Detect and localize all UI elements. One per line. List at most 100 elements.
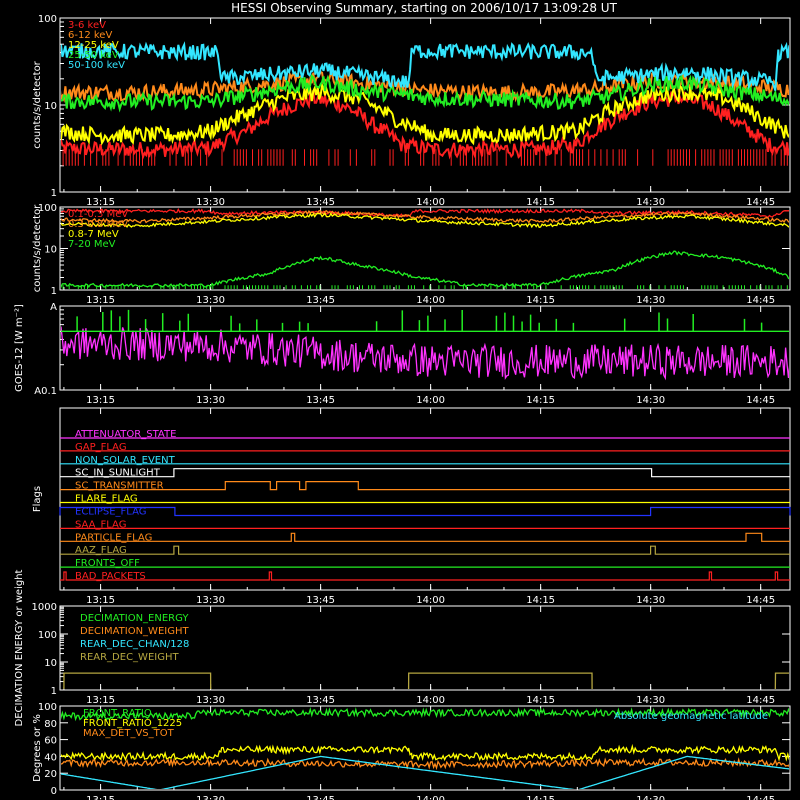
goes-xtick-label: 14:45 bbox=[746, 395, 775, 406]
lo-energy-xtick-label: 13:15 bbox=[86, 197, 115, 208]
geo-panel: 13:15 13:30 13:45 14:00 14:15 14:30 14:45 Degre… bbox=[32, 702, 791, 800]
flags-xtick-label: 14:00 bbox=[416, 595, 445, 606]
hi-energy-legend-0: 0.1-0.3 MeV bbox=[68, 209, 128, 220]
figure-title: HESSI Observing Summary, starting on 200… bbox=[231, 1, 617, 15]
decimation-ytick-label: 10 bbox=[44, 658, 57, 669]
goes-xtick-label: 13:30 bbox=[196, 395, 225, 406]
flag-label-11: BAD_PACKETS bbox=[75, 571, 146, 582]
goes-long-spikes bbox=[76, 309, 763, 332]
geo-xtick-label: 14:15 bbox=[526, 795, 555, 800]
geo-xtick-label: 14:45 bbox=[746, 795, 775, 800]
flag-label-1: GAP_FLAG bbox=[75, 442, 127, 453]
lo-energy-ytick-label: 1 bbox=[51, 188, 57, 199]
lo-energy-series-4 bbox=[61, 41, 789, 91]
flags-xtick-label: 13:30 bbox=[196, 595, 225, 606]
flags-frame bbox=[59, 407, 791, 591]
hi-energy-series-3 bbox=[61, 250, 789, 289]
lo-energy-legend-4: 50-100 keV bbox=[68, 60, 125, 71]
lo-energy-xtick-label: 14:30 bbox=[636, 197, 665, 208]
goes-series-0 bbox=[61, 326, 789, 381]
geo-ytick-label: 80 bbox=[44, 719, 57, 730]
lo-energy-spikes bbox=[62, 149, 788, 166]
hi-energy-xtick-label: 13:30 bbox=[196, 295, 225, 306]
flag-trace-11 bbox=[60, 571, 790, 581]
flags-xtick-label: 13:45 bbox=[306, 595, 335, 606]
lo-energy-legend-2: 12-25 keV bbox=[68, 40, 119, 51]
geo-legend-3: Absolute geomagnetic latitude bbox=[614, 711, 768, 722]
lo-energy-ylabel: counts/s/detector bbox=[32, 60, 43, 148]
flags-xtick-label: 14:15 bbox=[526, 595, 555, 606]
decimation-ytick-label: 100 bbox=[38, 630, 57, 641]
hi-energy-legend-2: 0.8-7 MeV bbox=[68, 229, 119, 240]
goes-ytick-label: A0.1 bbox=[34, 386, 57, 397]
geo-ytick-label: 100 bbox=[38, 702, 57, 713]
geo-xtick-label: 13:15 bbox=[86, 795, 115, 800]
flag-label-3: SC_IN_SUNLIGHT bbox=[75, 468, 161, 479]
flag-label-0: ATTENUATOR_STATE bbox=[75, 429, 176, 440]
goes-xtick-label: 14:15 bbox=[526, 395, 555, 406]
goes-xtick-label: 14:30 bbox=[636, 395, 665, 406]
lo-energy-series-0 bbox=[61, 90, 789, 161]
geo-ytick-label: 60 bbox=[44, 736, 57, 747]
lo-energy-legend-0: 3-6 keV bbox=[68, 20, 106, 31]
flags-panel: 13:15 13:30 13:45 14:00 14:15 14:30 14:45 Flags… bbox=[32, 407, 791, 606]
lo-energy-xtick-label: 14:15 bbox=[526, 197, 555, 208]
flag-label-6: ECLIPSE_FLAG bbox=[75, 506, 146, 517]
decimation-legend-0: DECIMATION_ENERGY bbox=[80, 613, 189, 624]
decimation-ytick-label: 1000 bbox=[32, 602, 57, 613]
decimation-xtick-label: 13:15 bbox=[86, 695, 115, 706]
decimation-ytick-label: 1 bbox=[51, 686, 57, 697]
hi-energy-ytick-label: 100 bbox=[38, 203, 57, 214]
flags-xtick-label: 13:15 bbox=[86, 595, 115, 606]
decimation-legend-1: DECIMATION_WEIGHT bbox=[80, 626, 189, 637]
decimation-series-3 bbox=[63, 672, 789, 689]
goes-xtick-label: 13:15 bbox=[86, 395, 115, 406]
decimation-panel: 13:15 13:30 13:45 14:00 14:15 14:30 14:45 DECIM… bbox=[14, 569, 791, 726]
geo-ylabel: Degrees or % bbox=[32, 714, 43, 782]
hi-energy-legend-3: 7-20 MeV bbox=[68, 239, 116, 250]
geo-ytick-label: 20 bbox=[44, 769, 57, 780]
hi-energy-series-2 bbox=[61, 212, 789, 229]
flags-xtick-label: 14:45 bbox=[746, 595, 775, 606]
lo-energy-xtick-label: 13:45 bbox=[306, 197, 335, 208]
goes-ytick-label: A bbox=[50, 302, 57, 313]
flag-label-5: FLARE_FLAG bbox=[75, 494, 138, 505]
geo-legend-2: MAX_DET_VS_TOT bbox=[83, 728, 175, 739]
lo-energy-ytick-label: 10 bbox=[44, 101, 57, 112]
decimation-frame bbox=[59, 605, 791, 691]
geo-xtick-label: 14:30 bbox=[636, 795, 665, 800]
flag-label-7: SAA_FLAG bbox=[75, 519, 126, 530]
flag-label-2: NON_SOLAR_EVENT bbox=[75, 455, 176, 466]
flag-trace-4 bbox=[60, 481, 790, 491]
decimation-legend-3: REAR_DEC_WEIGHT bbox=[80, 652, 179, 663]
flags-xtick-label: 14:30 bbox=[636, 595, 665, 606]
goes-xtick-label: 13:45 bbox=[306, 395, 335, 406]
decimation-xtick-label: 13:30 bbox=[196, 695, 225, 706]
geo-xtick-label: 14:00 bbox=[416, 795, 445, 800]
hi-energy-xtick-label: 14:00 bbox=[416, 295, 445, 306]
decimation-legend-2: REAR_DEC_CHAN/128 bbox=[80, 639, 189, 650]
panels: 13:15 13:30 13:45 14:00 14:15 14:30 14:45 count… bbox=[14, 14, 791, 800]
hi-energy-xtick-label: 14:45 bbox=[746, 295, 775, 306]
flag-trace-3 bbox=[60, 468, 790, 478]
geo-legend-0: FRONT_RATIO bbox=[83, 708, 152, 719]
flag-label-10: FRONTS_OFF bbox=[75, 558, 140, 569]
hi-energy-xtick-label: 14:30 bbox=[636, 295, 665, 306]
geo-xtick-label: 13:45 bbox=[306, 795, 335, 800]
hi-energy-ytick-label: 1 bbox=[51, 286, 57, 297]
hi-energy-xtick-label: 13:45 bbox=[306, 295, 335, 306]
hi-energy-ylabel: counts/s/detector bbox=[32, 204, 43, 292]
lo-energy-legend-3: 25-50 keV bbox=[68, 50, 119, 61]
flags-ylabel: Flags bbox=[32, 486, 43, 512]
goes-ylabel: GOES-12 [W m⁻²] bbox=[14, 304, 25, 392]
goes-frame bbox=[59, 305, 791, 391]
geo-ytick-label: 40 bbox=[44, 752, 57, 763]
lo-energy-panel: 13:15 13:30 13:45 14:00 14:15 14:30 14:45 count… bbox=[32, 14, 791, 208]
decimation-xtick-label: 14:00 bbox=[416, 695, 445, 706]
geo-ytick-label: 0 bbox=[51, 786, 57, 797]
geo-series-2 bbox=[61, 756, 789, 771]
lo-energy-series-2 bbox=[61, 81, 789, 146]
lo-energy-xtick-label: 14:45 bbox=[746, 197, 775, 208]
hi-energy-ytick-label: 10 bbox=[44, 245, 57, 256]
hi-energy-series-1 bbox=[61, 209, 789, 224]
